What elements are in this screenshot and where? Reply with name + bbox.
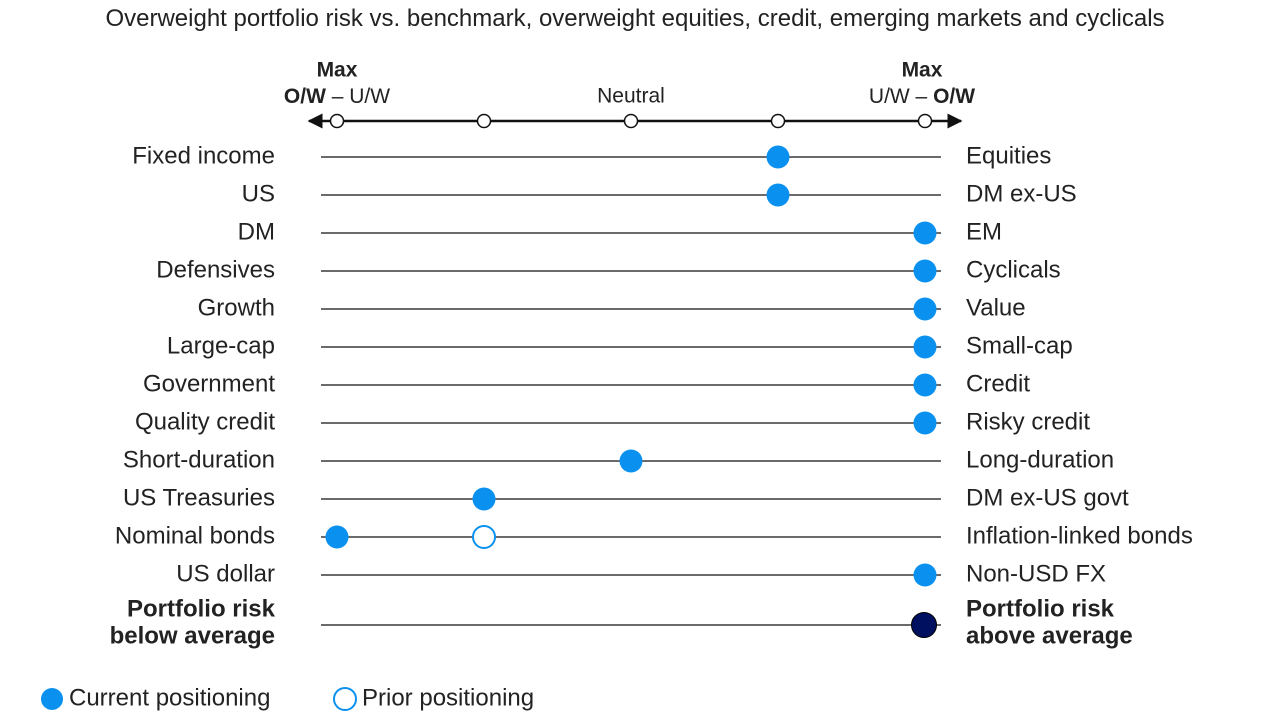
row-left-label: Fixed income — [132, 143, 275, 170]
scale-tick — [770, 113, 786, 129]
current-position-marker — [766, 183, 790, 207]
row-left-label: Short-duration — [123, 447, 275, 474]
row-left-label: below average — [110, 623, 275, 650]
scale-left-max-label: Max — [317, 59, 358, 82]
row-left-label: Growth — [198, 295, 275, 322]
chart-title: Overweight portfolio risk vs. benchmark,… — [105, 5, 1164, 32]
legend-label: Prior positioning — [362, 685, 534, 712]
row-right-label: Non-USD FX — [966, 561, 1106, 588]
chart-row: Nominal bonds Inflation-linked bonds — [115, 523, 1193, 550]
row-right-label: above average — [966, 623, 1133, 650]
legend-current-marker — [41, 688, 63, 710]
row-left-label: Large-cap — [167, 333, 275, 360]
chart-row: Fixed income Equities — [132, 143, 1051, 170]
risk-position-marker — [911, 612, 937, 638]
prior-position-marker — [472, 525, 496, 549]
scale-right-bold: O/W — [933, 85, 975, 108]
row-right-label: DM ex-US govt — [966, 485, 1129, 512]
scale-neutral-label: Neutral — [597, 85, 665, 108]
chart-row: Growth Value — [198, 295, 1026, 322]
row-right-label: Cyclicals — [966, 257, 1061, 284]
scale-tick — [917, 113, 933, 129]
row-left-label: Nominal bonds — [115, 523, 275, 550]
scale-right-direction-label: U/W – O/W — [869, 85, 975, 108]
chart-row: US DM ex-US — [242, 181, 1077, 208]
current-position-marker — [913, 297, 937, 321]
current-position-marker — [472, 487, 496, 511]
row-right-label: Small-cap — [966, 333, 1073, 360]
scale-left-rest: – U/W — [326, 85, 390, 108]
row-left-label: Government — [143, 371, 275, 398]
row-right-label: Risky credit — [966, 409, 1090, 436]
chart-row: Government Credit — [143, 371, 1030, 398]
chart-row: Large-cap Small-cap — [167, 333, 1073, 360]
scale-left-direction-label: O/W – U/W — [284, 85, 390, 108]
row-right-label: Portfolio risk — [966, 596, 1115, 623]
scale-tick — [476, 113, 492, 129]
scale-tick — [623, 113, 639, 129]
row-right-label: Value — [966, 295, 1026, 322]
row-right-label: Credit — [966, 371, 1030, 398]
row-left-label: US — [242, 181, 275, 208]
row-left-label: DM — [238, 219, 275, 246]
row-right-label: EM — [966, 219, 1002, 246]
legend-prior-marker — [333, 687, 357, 711]
row-left-label: US Treasuries — [123, 485, 275, 512]
current-position-marker — [913, 335, 937, 359]
row-left-label: US dollar — [176, 561, 275, 588]
legend: Current positioning Prior positioning — [41, 685, 534, 712]
row-right-label: Inflation-linked bonds — [966, 523, 1193, 550]
legend-label: Current positioning — [69, 685, 270, 712]
scale-right-rest: U/W – — [869, 85, 933, 108]
scale-right-max-label: Max — [902, 59, 943, 82]
row-right-label: Equities — [966, 143, 1051, 170]
scale-axis: Max O/W – U/W Neutral Max U/W – O/W — [284, 59, 975, 129]
current-position-marker — [913, 373, 937, 397]
row-left-label: Quality credit — [135, 409, 275, 436]
row-left-label: Defensives — [156, 257, 275, 284]
scale-tick — [329, 113, 345, 129]
legend-item: Current positioning — [41, 685, 270, 712]
current-position-marker — [913, 259, 937, 283]
chart-rows: Fixed income Equities US DM ex-US DM EM Defens… — [110, 143, 1193, 650]
chart-row: US dollar Non-USD FX — [176, 561, 1106, 588]
current-position-marker — [325, 525, 349, 549]
chart-row: Defensives Cyclicals — [156, 257, 1060, 284]
current-position-marker — [766, 145, 790, 169]
chart-row: US Treasuries DM ex-US govt — [123, 485, 1129, 512]
current-position-marker — [913, 221, 937, 245]
row-left-label: Portfolio risk — [127, 596, 276, 623]
current-position-marker — [913, 563, 937, 587]
legend-item: Prior positioning — [333, 685, 534, 712]
chart-row: Short-duration Long-duration — [123, 447, 1114, 474]
chart-row: Quality credit Risky credit — [135, 409, 1090, 436]
current-position-marker — [619, 449, 643, 473]
chart-row: DM EM — [238, 219, 1002, 246]
current-position-marker — [913, 411, 937, 435]
scale-left-bold: O/W — [284, 85, 326, 108]
row-right-label: Long-duration — [966, 447, 1114, 474]
row-right-label: DM ex-US — [966, 181, 1077, 208]
